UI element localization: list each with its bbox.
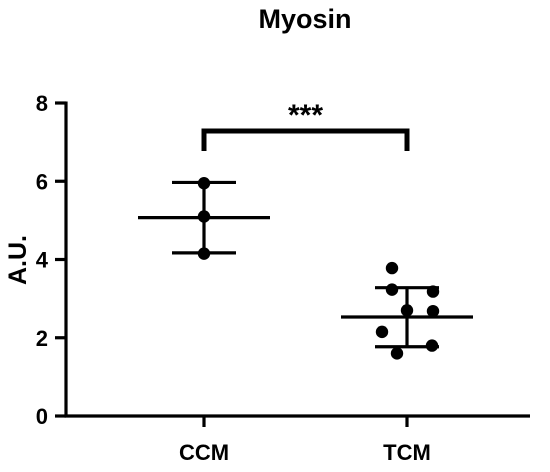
y-tick-label: 6 bbox=[36, 169, 48, 194]
y-tick-label: 4 bbox=[36, 248, 49, 273]
data-point bbox=[197, 177, 211, 190]
y-tick-label: 2 bbox=[36, 326, 48, 351]
x-tick-label: CCM bbox=[179, 440, 229, 465]
data-point bbox=[385, 261, 399, 275]
data-marks bbox=[138, 177, 473, 360]
significance-label: *** bbox=[288, 99, 323, 132]
data-point bbox=[426, 304, 440, 318]
data-point bbox=[425, 339, 439, 352]
data-point bbox=[426, 285, 440, 298]
data-point bbox=[197, 247, 211, 260]
data-point bbox=[400, 304, 414, 317]
data-point bbox=[197, 210, 211, 223]
data-point bbox=[390, 347, 404, 360]
significance-bracket bbox=[201, 128, 410, 151]
y-tick-label: 8 bbox=[36, 91, 48, 116]
significance-annotation: *** bbox=[201, 99, 410, 151]
y-axis-label: A.U. bbox=[4, 235, 32, 285]
x-tick-label: TCM bbox=[383, 440, 431, 465]
chart-title: Myosin bbox=[258, 4, 351, 34]
series-tcm bbox=[341, 261, 473, 360]
series-ccm bbox=[138, 177, 270, 260]
y-tick-label: 0 bbox=[36, 404, 48, 429]
data-point bbox=[385, 283, 399, 296]
data-point bbox=[375, 325, 389, 339]
axes: 0 2 4 6 8 CCM TCM bbox=[36, 91, 530, 465]
